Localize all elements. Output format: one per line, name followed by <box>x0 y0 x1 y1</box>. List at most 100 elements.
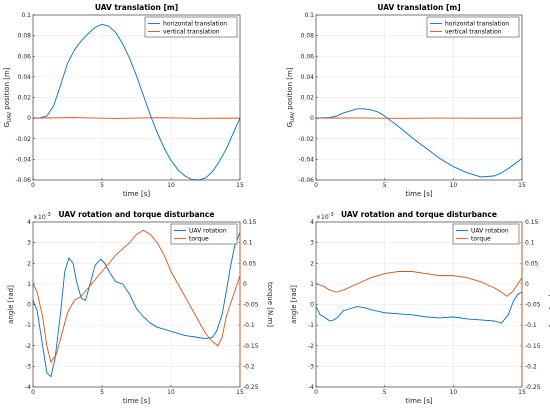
chart-title: UAV translation [m] <box>377 3 460 12</box>
y-tick-label: 0.04 <box>301 74 315 81</box>
y2-tick-label: -0.05 <box>525 302 541 309</box>
x-tick-label: 10 <box>450 389 458 396</box>
x-tick-label: 0 <box>31 182 35 189</box>
y-axis-label-main: G <box>286 122 294 127</box>
x-axis-label: time [s] <box>123 190 150 198</box>
y2-tick-label: -0.1 <box>243 322 255 329</box>
y2-tick-label: -0.05 <box>243 302 259 309</box>
x-tick-label: 5 <box>100 182 104 189</box>
x-tick-label: 10 <box>450 182 458 189</box>
series-line-horizontal-translation <box>315 108 523 178</box>
y-tick-label: 0.02 <box>301 95 315 102</box>
x-axis-label: time [s] <box>123 397 150 405</box>
chart-panel-1: 0 5 10 15 -0.06 -0.04 -0.02 0 0.02 0.04 0.06 0.08 0.… <box>3 3 244 198</box>
legend-label: torque <box>189 236 209 243</box>
y2-tick-label: -0.25 <box>243 384 259 391</box>
legend-label: torque <box>471 236 491 243</box>
y-tick-label: -3 <box>308 363 314 370</box>
y-tick-label: 0.08 <box>301 33 315 40</box>
y-tick-label: 0.06 <box>18 53 32 60</box>
chart-panel-2: 0 5 10 15 -0.06 -0.04 -0.02 0 0.02 0.04 0.06 0.08 0.… <box>286 3 526 198</box>
y-tick-label: 0 <box>27 115 31 122</box>
y-tick-label: -0.06 <box>15 177 31 184</box>
y-tick-label: 1 <box>310 281 314 288</box>
legend-label: vertical translation <box>445 29 502 36</box>
legend-box <box>426 16 520 38</box>
y-tick-label: -2 <box>308 343 314 350</box>
x-tick-label: 5 <box>383 389 387 396</box>
x-tick-label: 0 <box>314 389 318 396</box>
y-axis-label-sub: UAV <box>7 111 13 122</box>
y2-tick-label: -0.2 <box>525 363 537 370</box>
y-axis-label: angle [rad] <box>290 285 298 324</box>
y-axis-label-rest: position [m] <box>286 67 294 112</box>
y-tick-label: 0 <box>310 115 314 122</box>
y2-tick-label: 0 <box>525 281 529 288</box>
y2-tick-label: -0.15 <box>525 343 541 350</box>
y-axis-label-main: G <box>3 122 11 127</box>
y-tick-label: -4 <box>25 384 31 391</box>
y-tick-label: 0.02 <box>18 95 32 102</box>
y-tick-label: 0 <box>310 302 314 309</box>
y-tick-label: -2 <box>25 343 31 350</box>
y2-tick-label: -0.15 <box>243 343 259 350</box>
x-tick-label: 15 <box>518 389 526 396</box>
legend-label: horizontal translation <box>445 21 509 28</box>
exponent-power: -3 <box>329 212 334 218</box>
y-axis-label: angle [rad] <box>7 285 15 324</box>
x-axis-label: time [s] <box>405 397 432 405</box>
chart-panel-3: 0 5 10 15 -4 -3 -2 -1 0 1 2 3 4 -0.25 -0.2 -0.15 -0.1 -0.… <box>7 210 274 405</box>
legend-box <box>452 223 520 245</box>
chart-title: UAV rotation and torque disturbance <box>341 210 497 219</box>
y-axis-label-rest: position [m] <box>3 67 11 112</box>
y-axis-label-sub: UAV <box>290 111 296 122</box>
y2-tick-label: -0.1 <box>525 322 537 329</box>
y-tick-label: 0.1 <box>21 12 31 19</box>
exponent-base: ×10 <box>33 214 46 221</box>
y-tick-label: -4 <box>308 384 314 391</box>
x-axis-label: time [s] <box>405 190 432 198</box>
y-tick-label: -3 <box>25 363 31 370</box>
y-tick-label: -1 <box>25 322 31 329</box>
y2-tick-label: 0.1 <box>525 240 535 247</box>
x-tick-label: 0 <box>314 182 318 189</box>
chart-title: UAV translation [m] <box>95 3 178 12</box>
legend-box <box>144 16 238 38</box>
y-axis-label: GUAV position [m] <box>286 67 296 127</box>
x-tick-label: 15 <box>518 182 526 189</box>
y-tick-label: 0.1 <box>304 12 314 19</box>
y2-tick-label: 0.1 <box>243 240 253 247</box>
x-tick-label: 5 <box>100 389 104 396</box>
y-tick-label: 0 <box>27 302 31 309</box>
y-tick-label: 0.08 <box>18 33 32 40</box>
y-tick-label: -0.04 <box>298 156 314 163</box>
y2-tick-label: 0.15 <box>525 219 539 226</box>
x-tick-label: 0 <box>31 389 35 396</box>
y2-axis-label: torque [N.m] <box>548 282 550 327</box>
y-tick-label: 1 <box>27 281 31 288</box>
y-tick-label: -0.04 <box>15 156 31 163</box>
x-tick-label: 10 <box>167 389 175 396</box>
y2-tick-label: 0 <box>243 281 247 288</box>
series-line-horizontal-translation <box>32 23 241 181</box>
y-exponent-label: ×10-3 <box>316 212 334 221</box>
y-tick-label: 2 <box>27 260 31 267</box>
y-tick-label: 0.06 <box>301 53 315 60</box>
y-tick-label: 3 <box>310 240 314 247</box>
y-exponent-label: ×10-3 <box>33 212 51 221</box>
y-tick-label: -0.06 <box>298 177 314 184</box>
y-tick-label: 0.04 <box>18 74 32 81</box>
chart-panel-4: 0 5 10 15 -4 -3 -2 -1 0 1 2 3 4 -0.25 -0.2 -0.15 -0.1 -0.… <box>290 210 550 405</box>
y-tick-label: 2 <box>310 260 314 267</box>
y2-tick-label: -0.2 <box>243 363 255 370</box>
legend-label: horizontal translation <box>163 21 227 28</box>
y-tick-label: 4 <box>310 219 314 226</box>
x-tick-label: 5 <box>383 182 387 189</box>
chart-title: UAV rotation and torque disturbance <box>59 210 215 219</box>
y2-tick-label: 0.15 <box>243 219 257 226</box>
legend-label: vertical translation <box>163 29 220 36</box>
